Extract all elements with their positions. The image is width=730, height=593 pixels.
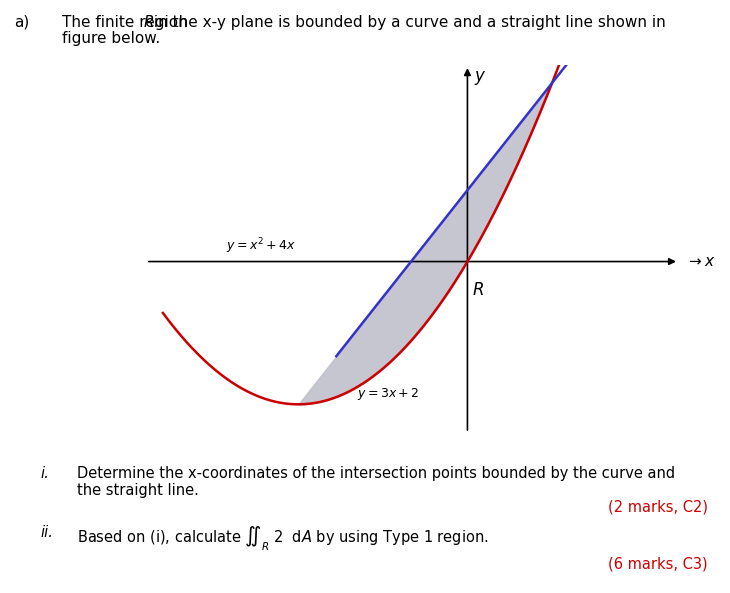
Text: $y = 3x + 2$: $y = 3x + 2$ bbox=[358, 387, 420, 403]
Text: in the x-y plane is bounded by a curve and a straight line shown in: in the x-y plane is bounded by a curve a… bbox=[149, 15, 666, 30]
Text: i.: i. bbox=[40, 466, 49, 480]
Text: the straight line.: the straight line. bbox=[77, 483, 199, 498]
Text: figure below.: figure below. bbox=[62, 31, 161, 46]
Text: ii.: ii. bbox=[40, 525, 53, 540]
Text: R: R bbox=[144, 15, 155, 30]
Text: a): a) bbox=[15, 15, 30, 30]
Text: $y$: $y$ bbox=[474, 69, 487, 87]
Text: (6 marks, C3): (6 marks, C3) bbox=[609, 556, 708, 571]
Text: $\mathit{R}$: $\mathit{R}$ bbox=[472, 281, 483, 299]
Text: Based on (i), calculate $\iint_R$ 2  d$A$ by using Type 1 region.: Based on (i), calculate $\iint_R$ 2 d$A$… bbox=[77, 525, 488, 553]
Text: $\rightarrow x$: $\rightarrow x$ bbox=[685, 254, 715, 269]
Text: $y = x^2 + 4x$: $y = x^2 + 4x$ bbox=[226, 237, 296, 256]
Text: The finite region: The finite region bbox=[62, 15, 193, 30]
Text: Determine the x-coordinates of the intersection points bounded by the curve and: Determine the x-coordinates of the inter… bbox=[77, 466, 675, 480]
Text: (2 marks, C2): (2 marks, C2) bbox=[608, 499, 708, 514]
